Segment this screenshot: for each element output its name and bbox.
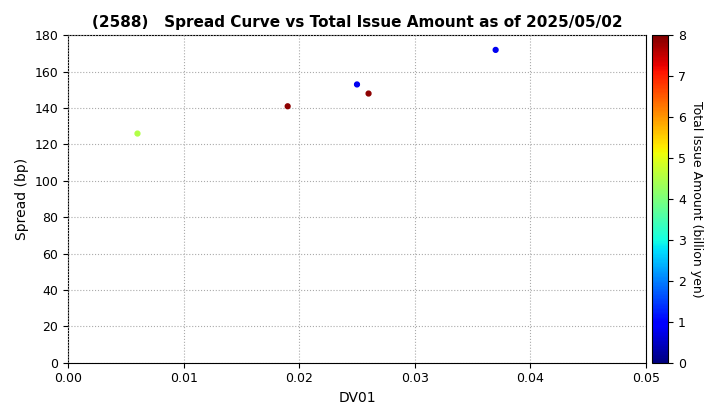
Y-axis label: Total Issue Amount (billion yen): Total Issue Amount (billion yen) (690, 101, 703, 297)
Point (490, 47, 501, 53)
X-axis label: DV01: DV01 (338, 391, 376, 405)
Y-axis label: Spread (bp): Spread (bp) (15, 158, 29, 240)
Title: (2588)   Spread Curve vs Total Issue Amount as of 2025/05/02: (2588) Spread Curve vs Total Issue Amoun… (91, 15, 622, 30)
Point (282, 103, 294, 110)
Point (132, 130, 143, 137)
Point (351, 81, 363, 88)
Point (363, 90, 374, 97)
